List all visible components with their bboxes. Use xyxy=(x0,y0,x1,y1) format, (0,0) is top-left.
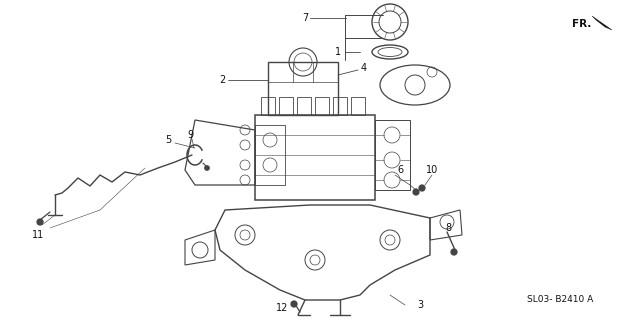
Circle shape xyxy=(291,301,297,307)
Circle shape xyxy=(413,189,419,195)
Text: 8: 8 xyxy=(445,223,451,233)
Text: 11: 11 xyxy=(32,230,44,240)
Text: 9: 9 xyxy=(187,130,193,140)
Text: SL03- B2410 A: SL03- B2410 A xyxy=(527,295,593,305)
Text: 4: 4 xyxy=(361,63,367,73)
Text: 6: 6 xyxy=(397,165,403,175)
Text: 12: 12 xyxy=(276,303,288,313)
Circle shape xyxy=(451,249,457,255)
Text: 2: 2 xyxy=(219,75,225,85)
Text: 7: 7 xyxy=(302,13,308,23)
Text: 5: 5 xyxy=(165,135,171,145)
Polygon shape xyxy=(592,16,612,30)
Circle shape xyxy=(205,165,210,171)
Text: 3: 3 xyxy=(417,300,423,310)
Text: FR.: FR. xyxy=(572,19,592,29)
Circle shape xyxy=(419,185,425,191)
Text: 1: 1 xyxy=(335,47,341,57)
Circle shape xyxy=(37,219,43,225)
Text: 10: 10 xyxy=(426,165,438,175)
